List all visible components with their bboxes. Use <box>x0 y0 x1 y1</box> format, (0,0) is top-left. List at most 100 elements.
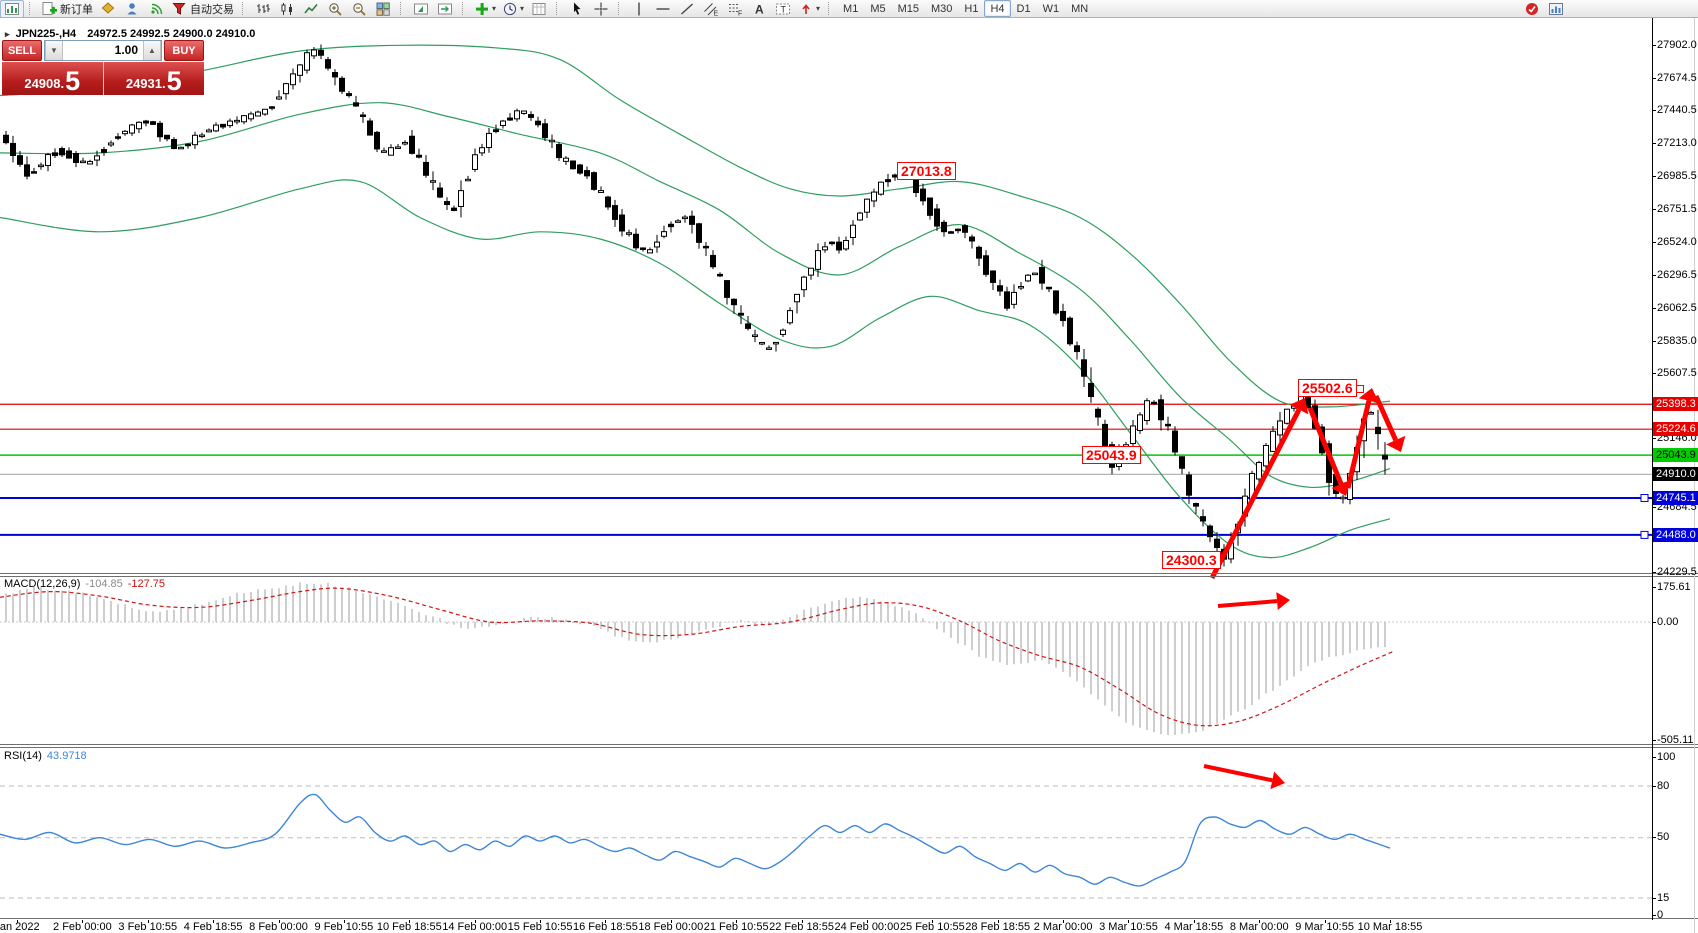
buy-button[interactable]: BUY <box>164 40 204 61</box>
rsi-bottom-border <box>0 918 1698 919</box>
timeframe-m1-button[interactable]: M1 <box>843 2 859 15</box>
bollinger-middle-band <box>0 102 1391 489</box>
zoom-in-button[interactable] <box>323 0 347 18</box>
timeframe-m5-button[interactable]: M5 <box>870 2 886 15</box>
time-tick-label: 14 Feb 00:00 <box>442 921 508 933</box>
timeframe-h4-button[interactable]: H4 <box>984 0 1011 17</box>
trendline-tool-button[interactable] <box>675 0 699 18</box>
time-tick-label: 15 Feb 10:55 <box>507 921 573 933</box>
timeframe-mn-button[interactable]: MN <box>1071 2 1089 15</box>
toolbar-separator <box>400 2 406 15</box>
arrange-icon <box>414 3 428 14</box>
rsi-tick-mark <box>1652 898 1656 899</box>
chart-shift-button[interactable] <box>433 0 457 18</box>
text-label-tool-button[interactable]: T <box>771 0 795 18</box>
bar-chart-button[interactable] <box>251 0 275 18</box>
price-level-lines[interactable] <box>0 403 1652 539</box>
horizontal-line-tool-button[interactable] <box>651 0 675 18</box>
timeframe-d1-button[interactable]: D1 <box>1016 2 1031 15</box>
autotrading-button[interactable]: 自动交易 <box>168 0 237 18</box>
timeframe-w1-button[interactable]: W1 <box>1042 2 1060 15</box>
textA-icon: A <box>755 2 764 16</box>
tile-windows-button[interactable] <box>371 0 395 18</box>
zoom-out-button[interactable] <box>347 0 371 18</box>
community-button[interactable] <box>1520 0 1544 18</box>
cursor-tool-button[interactable] <box>565 0 589 18</box>
price-level-chip: 24745.1 <box>1653 491 1698 505</box>
price-level-chip: 24910.0 <box>1653 467 1698 482</box>
macd-panel <box>0 582 1652 735</box>
candlestick-chart-button[interactable] <box>275 0 299 18</box>
cross-icon <box>594 2 608 15</box>
price-annotation[interactable]: 25043.9 <box>1082 446 1141 464</box>
price-tick-mark <box>1652 45 1656 46</box>
price-tick-mark <box>1652 242 1656 243</box>
line-chart-button[interactable] <box>299 0 323 18</box>
main-macd-separator[interactable] <box>0 573 1698 574</box>
time-tick-mark <box>1128 920 1130 923</box>
text-tool-button[interactable]: A <box>747 0 771 18</box>
price-annotation[interactable]: 27013.8 <box>897 162 956 180</box>
time-tick-label: 24 Feb 00:00 <box>834 921 900 933</box>
volume-value[interactable]: 1.00 <box>114 43 138 57</box>
timeframe-m15-button[interactable]: M15 <box>897 2 920 15</box>
volume-increase-button[interactable]: ▲ <box>143 41 161 60</box>
profiles-button[interactable] <box>120 0 144 18</box>
time-tick-label: 25 Feb 10:55 <box>899 921 965 933</box>
time-tick-label: 28 Feb 18:55 <box>965 921 1031 933</box>
time-tick-label: 2 Mar 00:00 <box>1033 921 1093 933</box>
toolbar-separator <box>29 2 35 15</box>
time-tick-mark <box>736 920 738 923</box>
rsi-tick-label: 15 <box>1657 892 1670 904</box>
annotation-handle[interactable] <box>1355 385 1364 393</box>
price-tick-label: 26524.0 <box>1657 236 1697 248</box>
indicators-button[interactable]: ▾ <box>471 0 499 18</box>
time-tick-label: 16 Feb 18:55 <box>573 921 638 933</box>
time-tick-mark <box>147 920 149 923</box>
macd-rsi-separator-2 <box>0 747 1698 748</box>
templates-button[interactable] <box>527 0 551 18</box>
market-watch-button[interactable] <box>1544 0 1568 18</box>
new-order-button[interactable]: 新订单 <box>38 0 96 18</box>
time-tick-label: Jan 2022 <box>0 921 40 933</box>
periods-button[interactable]: ▾ <box>499 0 527 18</box>
vertical-line-tool-button[interactable] <box>627 0 651 18</box>
time-tick-mark <box>540 920 542 923</box>
price-tick-label: 26062.5 <box>1657 302 1697 314</box>
channel-tool-button[interactable]: E <box>699 0 723 18</box>
price-level-chip: 25224.6 <box>1653 422 1698 437</box>
buy-price[interactable]: 24931. 5 <box>103 62 204 95</box>
volume-decrease-button[interactable]: ▼ <box>45 41 63 60</box>
macd-rsi-separator[interactable] <box>0 744 1698 745</box>
rsi-indicator-label: RSI(14) 43.9718 <box>4 750 87 762</box>
time-tick-mark <box>997 920 999 923</box>
signals-button[interactable] <box>144 0 168 18</box>
price-axis-border <box>1652 17 1653 920</box>
macd-tick-label: 0.00 <box>1657 616 1679 628</box>
bollinger-lower-band <box>0 179 1391 559</box>
svg-text:A: A <box>755 2 764 16</box>
channel-icon: E <box>704 2 719 17</box>
time-tick-label: 9 Mar 10:55 <box>1295 921 1354 933</box>
rsi-panel <box>0 785 1652 899</box>
price-tick-mark <box>1652 110 1656 111</box>
price-annotation[interactable]: 25502.6 <box>1298 379 1364 397</box>
sell-button[interactable]: SELL <box>2 40 42 61</box>
price-annotation[interactable]: 24300.3 <box>1162 551 1221 569</box>
new-chart-button[interactable] <box>0 0 24 18</box>
volume-stepper[interactable]: ▼ 1.00 ▲ <box>44 40 162 61</box>
crosshair-tool-button[interactable] <box>589 0 613 18</box>
candlesticks <box>3 44 1388 567</box>
auto-scroll-button[interactable] <box>409 0 433 18</box>
sell-price[interactable]: 24908. 5 <box>2 62 104 95</box>
arrows-tool-button[interactable]: ▾ <box>795 0 823 18</box>
fibonacci-tool-button[interactable]: F <box>723 0 747 18</box>
styler-button[interactable] <box>96 0 120 18</box>
time-tick-label: 4 Feb 18:55 <box>183 921 243 933</box>
rsi-tick-label: 100 <box>1657 751 1676 763</box>
timeframe-h1-button[interactable]: H1 <box>964 2 979 15</box>
symbol-ohlc-row: ▸ JPN225-,H4 24972.5 24992.5 24900.0 249… <box>5 28 255 40</box>
timeframe-m30-button[interactable]: M30 <box>931 2 953 15</box>
drawn-arrows[interactable] <box>1203 388 1406 790</box>
